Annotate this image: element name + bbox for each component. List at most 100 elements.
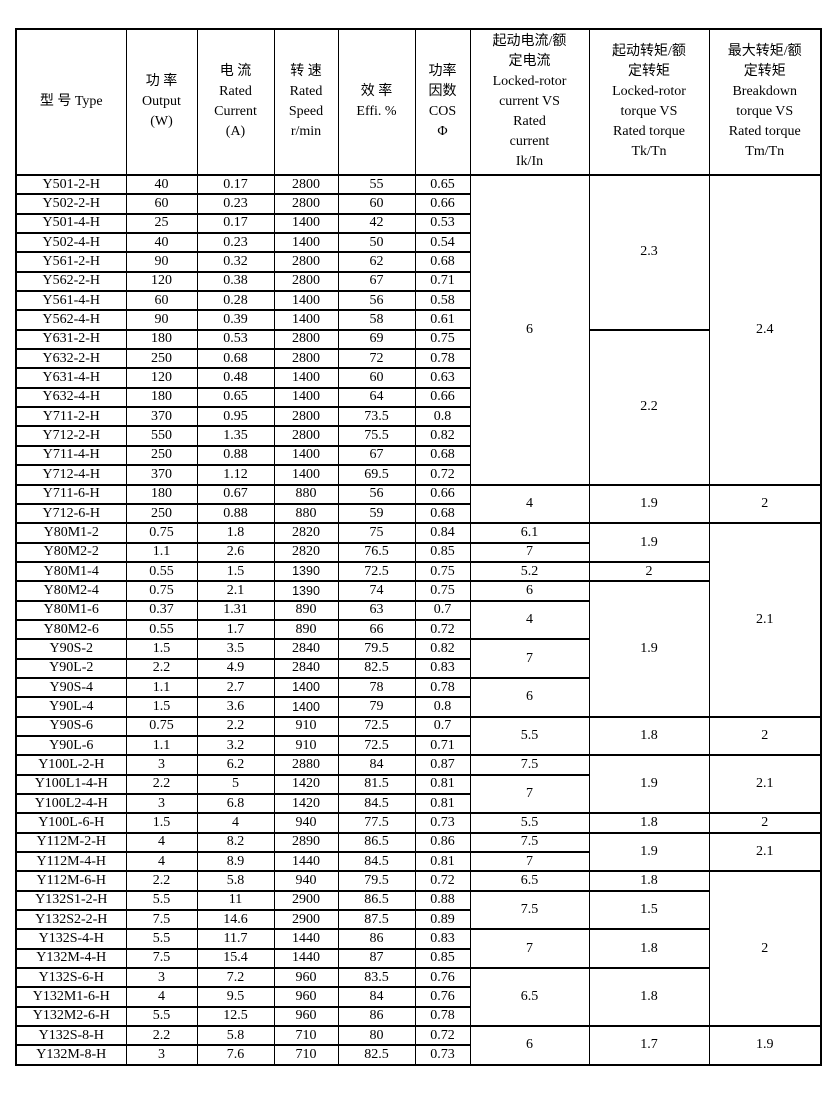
cell-tm-tn: 2 bbox=[708, 870, 822, 1028]
table-row: Y132S2-2-H 7.5 14.6 2900 87.5 0.89 bbox=[15, 909, 821, 931]
cell-current: 0.38 bbox=[196, 270, 275, 293]
cell-tm-tn: 2 bbox=[708, 715, 822, 757]
cell-efficiency: 42 bbox=[337, 212, 416, 235]
cell-speed: 1440 bbox=[273, 947, 339, 970]
cell-output: 1.1 bbox=[125, 541, 198, 563]
cell-efficiency: 84 bbox=[337, 754, 416, 776]
cell-speed: 2800 bbox=[273, 425, 339, 447]
cell-current: 5.8 bbox=[196, 870, 275, 892]
cell-output: 250 bbox=[125, 502, 198, 525]
cell-output: 120 bbox=[125, 270, 198, 293]
cell-type: Y100L2-4-H bbox=[15, 792, 127, 815]
table-row: Y132M1-6-H 4 9.5 960 84 0.76 bbox=[15, 986, 821, 1008]
header-line: 起动电流/额 bbox=[492, 34, 567, 49]
cell-efficiency: 56 bbox=[337, 483, 416, 505]
cell-speed: 2800 bbox=[273, 348, 339, 370]
cell-efficiency: 56 bbox=[337, 290, 416, 312]
cell-ik-in: 6.1 bbox=[469, 522, 590, 544]
table-row: Y100L1-4-H 2.2 5 1420 81.5 0.81 7 bbox=[15, 773, 821, 815]
cell-output: 5.5 bbox=[125, 928, 198, 950]
header-line: Locked-rotor bbox=[492, 74, 567, 89]
cell-efficiency: 64 bbox=[337, 386, 416, 409]
cell-efficiency: 72 bbox=[337, 348, 416, 370]
column-header-output: 功 率 Output (W) bbox=[125, 28, 198, 176]
cell-speed: 1400 bbox=[273, 464, 339, 486]
cell-type: Y632-2-H bbox=[15, 348, 127, 370]
cell-ik-in: 7.5 bbox=[469, 754, 590, 776]
table-row: Y90L-4 1.5 3.6 1400 79 0.8 bbox=[15, 696, 821, 718]
cell-speed: 1400 bbox=[273, 290, 339, 312]
cell-output: 4 bbox=[125, 986, 198, 1008]
cell-efficiency: 81.5 bbox=[337, 773, 416, 796]
cell-cos-phi: 0.85 bbox=[414, 541, 471, 563]
cell-efficiency: 84 bbox=[337, 986, 416, 1008]
cell-output: 4 bbox=[125, 831, 198, 854]
table-row: Y632-4-H 180 0.65 1400 64 0.66 bbox=[15, 386, 821, 409]
cell-speed: 910 bbox=[273, 715, 339, 737]
table-row: Y90S-2 1.5 3.5 2840 79.5 0.82 7 bbox=[15, 638, 821, 679]
cell-speed: 960 bbox=[273, 1005, 339, 1028]
cell-speed: 1420 bbox=[273, 773, 339, 796]
header-line: (W) bbox=[150, 114, 173, 129]
cell-output: 3 bbox=[125, 967, 198, 989]
cell-type: Y502-2-H bbox=[15, 193, 127, 215]
cell-speed: 1400 bbox=[273, 386, 339, 409]
cell-efficiency: 80 bbox=[337, 1025, 416, 1047]
cell-speed: 2800 bbox=[273, 328, 339, 351]
cell-cos-phi: 0.72 bbox=[414, 618, 471, 641]
column-header-efficiency: 效 率 Effi. % bbox=[337, 28, 416, 176]
cell-type: Y132M1-6-H bbox=[15, 986, 127, 1008]
cell-cos-phi: 0.8 bbox=[414, 696, 471, 718]
cell-efficiency: 75 bbox=[337, 522, 416, 544]
cell-speed: 2840 bbox=[273, 657, 339, 679]
cell-tk-tn: 1.8 bbox=[588, 715, 710, 757]
cell-efficiency: 83.5 bbox=[337, 967, 416, 989]
cell-output: 180 bbox=[125, 386, 198, 409]
cell-ik-in: 7.5 bbox=[469, 889, 590, 931]
cell-cos-phi: 0.78 bbox=[414, 348, 471, 370]
table-row: Y501-4-H 25 0.17 1400 42 0.53 bbox=[15, 212, 821, 235]
cell-current: 0.17 bbox=[196, 173, 275, 196]
table-row: Y112M-6-H 2.2 5.8 940 79.5 0.72 6.5 1.8 2 bbox=[15, 870, 822, 1028]
cell-cos-phi: 0.72 bbox=[414, 464, 471, 486]
cell-efficiency: 74 bbox=[337, 580, 416, 602]
cell-speed: 1400 bbox=[273, 309, 339, 331]
cell-cos-phi: 0.58 bbox=[414, 290, 471, 312]
cell-cos-phi: 0.85 bbox=[414, 947, 471, 970]
cell-type: Y100L-2-H bbox=[15, 754, 127, 776]
table-row: Y632-2-H 250 0.68 2800 72 0.78 bbox=[15, 348, 821, 370]
header-line: current bbox=[509, 134, 550, 149]
cell-output: 90 bbox=[125, 309, 198, 331]
cell-efficiency: 60 bbox=[337, 193, 416, 215]
cell-tk-tn: 2.3 bbox=[588, 174, 710, 331]
cell-tm-tn: 2 bbox=[708, 483, 822, 525]
cell-output: 1.5 bbox=[125, 638, 198, 660]
cell-output: 4 bbox=[125, 851, 198, 873]
cell-efficiency: 69 bbox=[337, 328, 416, 351]
cell-ik-in: 6 bbox=[469, 580, 590, 602]
cell-output: 0.55 bbox=[125, 560, 198, 583]
table-row: Y562-2-H 120 0.38 2800 67 0.71 bbox=[15, 270, 821, 293]
cell-efficiency: 72.5 bbox=[337, 560, 416, 583]
cell-speed: 960 bbox=[273, 986, 339, 1008]
cell-current: 8.9 bbox=[196, 851, 275, 873]
table-row: Y132M2-6-H 5.5 12.5 960 86 0.78 bbox=[15, 1005, 821, 1028]
cell-tk-tn: 1.8 bbox=[588, 928, 710, 970]
cell-speed: 2820 bbox=[273, 541, 339, 563]
header-line: 电 流 bbox=[219, 64, 252, 79]
table-row: Y80M1-2 0.75 1.8 2820 75 0.84 6.1 1.9 2.1 bbox=[15, 522, 822, 718]
cell-current: 4.9 bbox=[196, 657, 275, 679]
header-line: 转 速 bbox=[290, 64, 322, 79]
header-line: 最大转矩/额 bbox=[727, 44, 802, 59]
cell-current: 2.2 bbox=[196, 715, 275, 737]
cell-output: 120 bbox=[125, 367, 198, 389]
cell-speed: 2800 bbox=[273, 251, 339, 273]
header-line: torque VS bbox=[736, 104, 794, 119]
cell-output: 1.5 bbox=[125, 812, 198, 834]
header-line: Speed bbox=[288, 104, 324, 119]
cell-current: 4 bbox=[196, 812, 275, 834]
table-row: Y712-4-H 370 1.12 1400 69.5 0.72 bbox=[15, 464, 821, 486]
cell-output: 0.37 bbox=[125, 599, 198, 621]
cell-current: 8.2 bbox=[196, 831, 275, 854]
